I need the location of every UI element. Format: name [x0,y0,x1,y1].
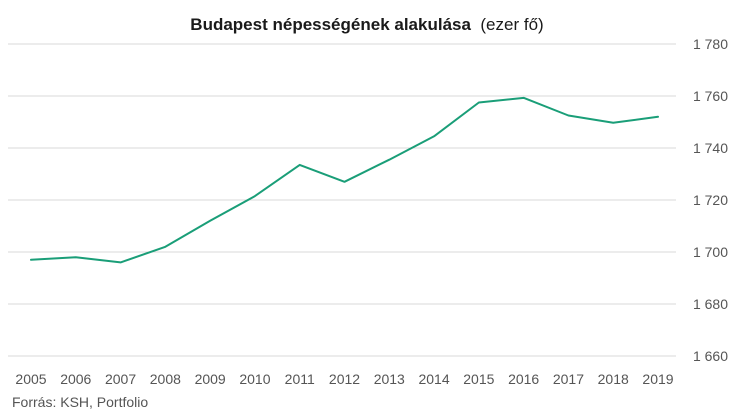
chart-title-main: Budapest népességének alakulása [190,15,471,34]
x-tick-label: 2010 [239,371,270,387]
series-line [30,96,659,264]
chart-title: Budapest népességének alakulása (ezer fő… [190,15,543,34]
x-tick-label: 2005 [15,371,46,387]
y-tick-label: 1 740 [693,140,728,156]
x-tick-label: 2007 [105,371,136,387]
y-tick-label: 1 780 [693,36,728,52]
y-axis-tick-labels: 1 660 1 680 1 700 1 720 1 740 1 760 1 780 [693,36,728,364]
x-tick-label: 2019 [642,371,673,387]
x-tick-label: 2014 [418,371,449,387]
x-tick-label: 2009 [195,371,226,387]
y-tick-label: 1 700 [693,244,728,260]
x-tick-label: 2016 [508,371,539,387]
x-tick-label: 2012 [329,371,360,387]
chart-title-unit: (ezer fő) [480,15,543,34]
y-tick-label: 1 660 [693,348,728,364]
x-tick-label: 2015 [463,371,494,387]
x-tick-label: 2013 [374,371,405,387]
source-note: Forrás: KSH, Portfolio [12,394,149,410]
y-tick-label: 1 760 [693,88,728,104]
y-tick-label: 1 680 [693,296,728,312]
x-tick-label: 2011 [285,371,315,387]
x-tick-label: 2006 [60,371,91,387]
x-tick-label: 2008 [150,371,181,387]
x-axis-tick-labels: 2005 2006 2007 2008 2009 2010 2011 2012 2013 2014… [15,371,673,387]
x-tick-label: 2018 [598,371,629,387]
x-tick-label: 2017 [553,371,584,387]
series-group [30,96,659,264]
gridlines [8,43,676,357]
y-tick-label: 1 720 [693,192,728,208]
